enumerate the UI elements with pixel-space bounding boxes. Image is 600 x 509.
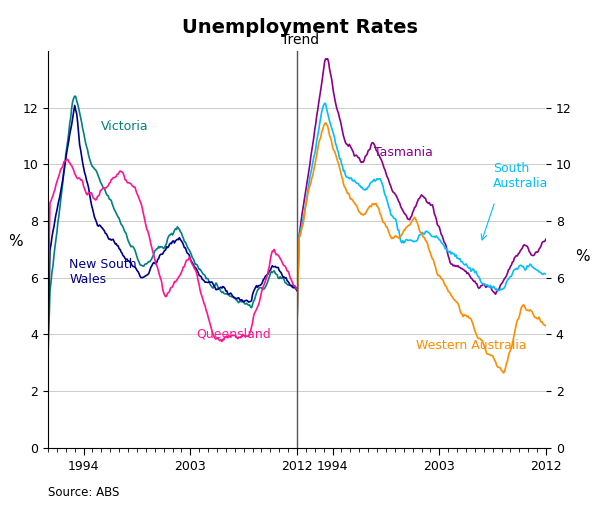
Text: Unemployment Rates: Unemployment Rates bbox=[182, 18, 418, 37]
Text: Victoria: Victoria bbox=[101, 120, 149, 133]
Text: Trend: Trend bbox=[281, 33, 319, 47]
Y-axis label: %: % bbox=[575, 249, 590, 264]
Text: Queensland: Queensland bbox=[196, 327, 271, 341]
Y-axis label: %: % bbox=[8, 235, 23, 249]
Text: Source: ABS: Source: ABS bbox=[48, 486, 119, 499]
Text: Western Australia: Western Australia bbox=[416, 338, 526, 352]
Text: New South
Wales: New South Wales bbox=[70, 259, 137, 287]
Text: South
Australia: South Australia bbox=[493, 162, 548, 190]
Text: Tasmania: Tasmania bbox=[374, 146, 433, 159]
